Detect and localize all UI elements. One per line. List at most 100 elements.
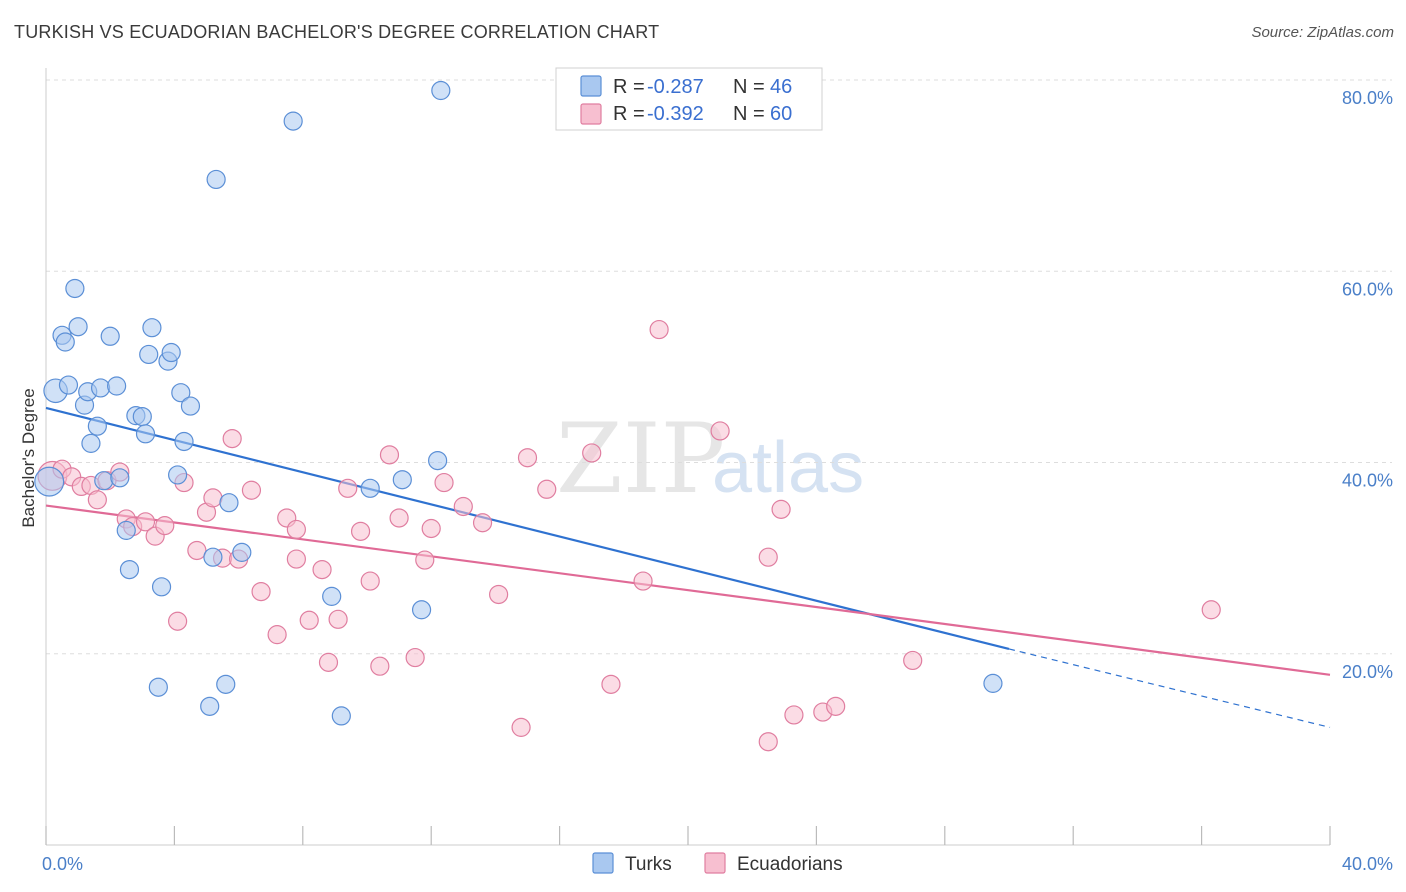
turks-point-13 <box>100 326 120 346</box>
ecuadorians-point-5 <box>87 490 107 510</box>
turks-point-14 <box>107 376 127 396</box>
ecuadorians-point-13 <box>168 611 188 631</box>
ecuadorians-point-28 <box>312 559 332 580</box>
legend-ecuadorians-r-value: -0.392 <box>647 103 704 125</box>
x-tick-label-40: 40.0% <box>1342 854 1393 874</box>
bottom-legend-swatch-ecuadorians <box>704 852 726 874</box>
x-tick-labels: 0.0% 40.0% <box>42 854 1393 874</box>
turks-point-11 <box>90 378 111 398</box>
ecuadorians-point-36 <box>389 508 409 528</box>
ecuadorians-point-23 <box>267 625 287 645</box>
turks-point-40 <box>360 478 380 498</box>
bottom-legend: Turks Ecuadorians <box>592 852 843 875</box>
ecuadorians-point-21 <box>241 480 262 500</box>
turks-point-29 <box>174 431 194 452</box>
turks-point-15 <box>110 468 130 488</box>
ecuadorians-point-12 <box>155 516 175 536</box>
turks-point-20 <box>135 424 156 444</box>
turks-point-34 <box>216 674 236 694</box>
ecuadorians-trend-line <box>45 504 1331 676</box>
ecuadorians-point-35 <box>379 445 400 465</box>
turks-point-38 <box>322 586 342 606</box>
turks-point-21 <box>139 344 159 365</box>
chart-title: TURKISH VS ECUADORIAN BACHELOR'S DEGREE … <box>14 22 660 42</box>
ecuadorians-point-43 <box>489 584 509 605</box>
y-tick-label-20: 20.0% <box>1342 662 1393 682</box>
ecuadorians-point-42 <box>472 513 493 533</box>
bottom-legend-turks: Turks <box>625 854 672 875</box>
turks-point-43 <box>428 450 448 471</box>
ecuadorians-point-29 <box>318 652 339 672</box>
turks-point-33 <box>206 169 226 190</box>
turks-point-5 <box>65 278 85 299</box>
turks-point-32 <box>203 547 223 567</box>
ecuadorians-point-55 <box>784 705 804 725</box>
ecuadorians-point-39 <box>421 518 441 539</box>
ecuadorians-point-38 <box>415 550 435 570</box>
ecuadorians-point-50 <box>649 319 669 340</box>
ecuadorians-point-48 <box>601 674 621 694</box>
trend-lines <box>45 406 1331 728</box>
ecuadorians-point-40 <box>434 472 454 493</box>
ecuadorians-point-47 <box>582 443 602 463</box>
ecuadorians-point-15 <box>187 540 207 561</box>
y-tick-label-40: 40.0% <box>1342 471 1393 491</box>
ecuadorians-point-33 <box>360 571 380 591</box>
turks-point-10 <box>87 416 107 436</box>
ecuadorians-point-45 <box>517 448 538 468</box>
turks-point-19 <box>132 407 152 427</box>
bottom-legend-ecuadorians: Ecuadorians <box>737 854 843 875</box>
legend-turks-r-value: -0.287 <box>647 76 704 98</box>
turks-point-27 <box>168 465 188 485</box>
ecuadorians-point-57 <box>826 696 846 716</box>
ecuadorians-point-32 <box>350 521 371 541</box>
legend-swatch-ecuadorians <box>580 103 602 125</box>
legend-turks-r-label: R = <box>613 76 645 98</box>
ecuadorians-point-27 <box>299 610 319 630</box>
ecuadorians-point-58 <box>903 650 923 671</box>
source-label: Source: ZipAtlas.com <box>1251 24 1394 41</box>
y-axis-label: Bachelor's Degree <box>19 388 38 527</box>
turks-point-3 <box>55 332 75 352</box>
turks-trend-line <box>45 406 1010 651</box>
watermark-atlas: atlas <box>712 428 864 508</box>
gridlines <box>46 79 1392 655</box>
ecuadorians-point-22 <box>251 581 271 602</box>
ecuadorians-point-25 <box>286 519 306 540</box>
turks-point-26 <box>161 342 181 363</box>
ecuadorians-point-19 <box>222 428 242 449</box>
turks-point-17 <box>119 559 140 580</box>
ecuadorians-point-59 <box>1201 600 1221 620</box>
ecuadorians-point-52 <box>758 732 778 752</box>
ecuadorians-point-46 <box>537 479 557 499</box>
turks-point-9 <box>81 433 101 453</box>
turks-point-4 <box>58 375 79 395</box>
watermark-zip: ZIP <box>556 403 725 515</box>
legend-ecuadorians-n-value: 60 <box>770 103 792 125</box>
ecuadorians-point-31 <box>338 478 358 498</box>
ecuadorians-point-49 <box>633 571 653 591</box>
turks-point-24 <box>151 577 172 597</box>
turks-point-41 <box>392 470 412 490</box>
ecuadorians-point-30 <box>328 609 348 629</box>
axes <box>45 68 1331 846</box>
ecuadorians-point-26 <box>286 549 306 569</box>
ecuadorians-point-37 <box>405 647 425 668</box>
watermark: ZIP atlas <box>556 403 864 515</box>
turks-point-45 <box>983 673 1003 693</box>
turks-point-30 <box>180 396 201 416</box>
ecuadorians-point-51 <box>710 421 730 441</box>
turks-point-44 <box>431 80 451 101</box>
ecuadorians-point-44 <box>511 717 531 737</box>
ecuadorians-points <box>37 319 1221 752</box>
bottom-legend-swatch-turks <box>592 852 614 874</box>
y-tick-label-80: 80.0% <box>1342 88 1393 108</box>
turks-point-37 <box>283 111 303 131</box>
turks-points <box>34 80 1003 726</box>
ecuadorians-point-10 <box>135 512 156 532</box>
legend-turks-n-label: N = <box>733 76 765 98</box>
y-tick-labels: 20.0% 40.0% 60.0% 80.0% <box>1342 88 1393 682</box>
ecuadorians-point-41 <box>453 496 473 517</box>
legend-ecuadorians-r-label: R = <box>613 103 645 125</box>
x-tick-label-0: 0.0% <box>42 854 83 874</box>
